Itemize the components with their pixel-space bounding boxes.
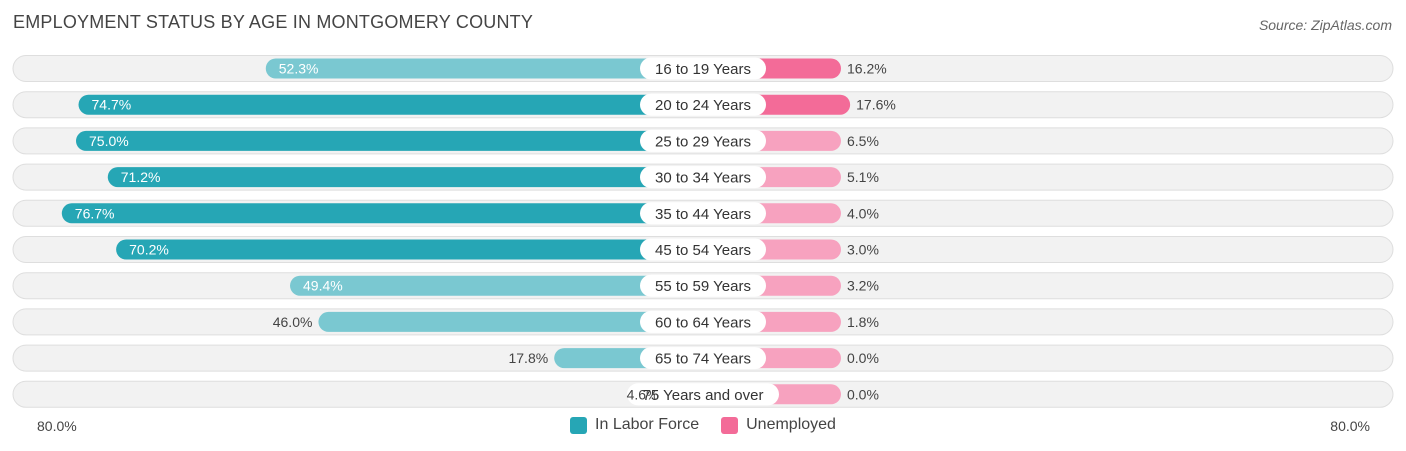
category-label: 20 to 24 Years: [655, 97, 751, 114]
labor-force-value: 49.4%: [303, 278, 343, 294]
axis-right-label: 80.0%: [1330, 418, 1370, 434]
legend-item-labor-force: In Labor Force: [570, 416, 699, 434]
unemployed-value: 1.8%: [847, 314, 879, 330]
category-label-pill: [640, 347, 766, 370]
unemployed-value: 3.2%: [847, 278, 879, 294]
labor-force-bar: [61, 203, 723, 224]
labor-force-bar: [290, 275, 723, 296]
labor-force-value: 52.3%: [279, 61, 319, 77]
unemployed-value: 0.0%: [847, 350, 879, 366]
unemployed-value: 0.0%: [847, 386, 879, 402]
labor-force-value: 46.0%: [273, 314, 313, 330]
category-label-pill: [640, 238, 766, 261]
labor-force-bar: [265, 58, 723, 79]
unemployed-value: 16.2%: [847, 61, 887, 77]
axis-left-label: 80.0%: [37, 418, 77, 434]
labor-force-value: 74.7%: [92, 97, 132, 113]
unemployed-value: 3.0%: [847, 242, 879, 258]
legend-swatch-unemployed: [721, 416, 739, 434]
labor-force-value: 70.2%: [129, 242, 169, 258]
labor-force-bar: [116, 239, 724, 260]
category-label: 75 Years and over: [643, 387, 764, 404]
unemployed-value: 6.5%: [847, 133, 879, 149]
labor-force-value: 4.6%: [627, 386, 659, 402]
category-label: 16 to 19 Years: [655, 61, 751, 78]
labor-force-value: 76.7%: [75, 205, 115, 221]
legend: In Labor Force Unemployed: [0, 416, 1406, 434]
category-label: 30 to 34 Years: [655, 170, 751, 187]
category-label: 25 to 29 Years: [655, 133, 751, 150]
labor-force-value: 17.8%: [508, 350, 548, 366]
category-label-pill: [640, 310, 766, 333]
legend-label-unemployed: Unemployed: [746, 416, 836, 433]
legend-item-unemployed: Unemployed: [721, 416, 836, 434]
source-label: Source: ZipAtlas.com: [1258, 17, 1392, 33]
category-label-pill: [640, 166, 766, 189]
chart-title: EMPLOYMENT STATUS BY AGE IN MONTGOMERY C…: [13, 12, 534, 32]
category-label: 65 to 74 Years: [655, 351, 751, 368]
category-label: 45 to 54 Years: [655, 242, 751, 259]
category-label-pill: [640, 57, 766, 80]
category-label: 55 to 59 Years: [655, 278, 751, 295]
category-label: 60 to 64 Years: [655, 314, 751, 331]
labor-force-bar: [318, 311, 723, 332]
category-label: 35 to 44 Years: [655, 206, 751, 223]
category-label-pill: [640, 93, 766, 116]
legend-swatch-labor-force: [570, 416, 588, 434]
category-label-pill: [640, 202, 766, 225]
labor-force-value: 71.2%: [121, 169, 161, 185]
labor-force-value: 75.0%: [89, 133, 129, 149]
unemployed-value: 4.0%: [847, 205, 879, 221]
category-label-pill: [627, 383, 779, 406]
unemployed-value: 17.6%: [856, 97, 896, 113]
category-label-pill: [640, 129, 766, 152]
legend-label-labor-force: In Labor Force: [595, 416, 700, 433]
labor-force-bar: [76, 130, 723, 151]
labor-force-bar: [107, 167, 723, 188]
labor-force-bar: [78, 94, 724, 115]
unemployed-value: 5.1%: [847, 169, 879, 185]
category-label-pill: [640, 274, 766, 297]
